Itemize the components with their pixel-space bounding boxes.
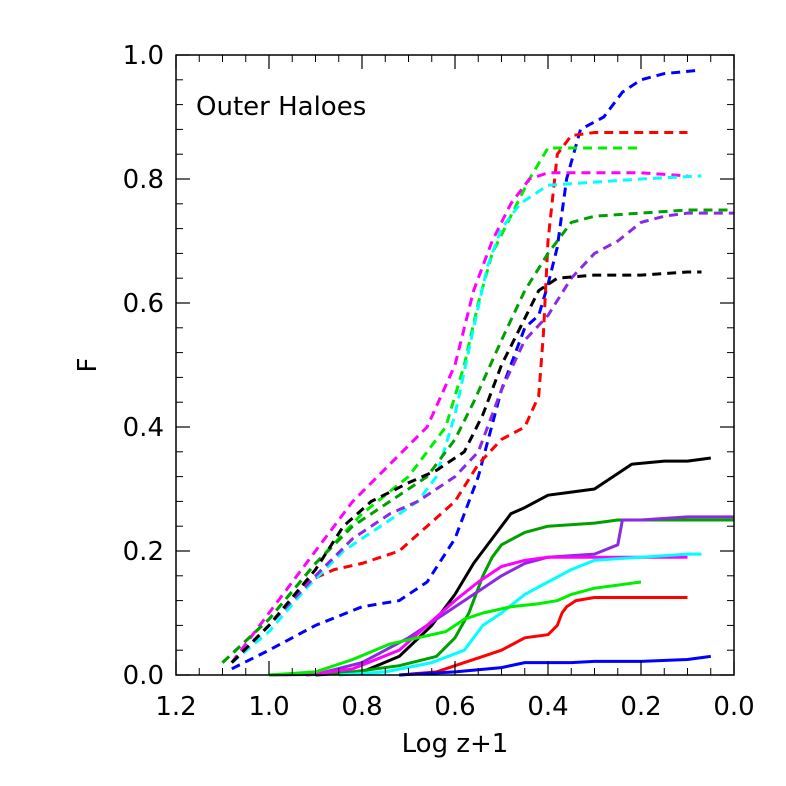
series-line-purple-dashed: [230, 211, 734, 664]
series-line-black-dashed: [230, 270, 702, 664]
y-tick-label: 0.4: [123, 413, 164, 443]
series-line-green-solid: [268, 580, 642, 677]
series-line-cyan-dashed: [230, 174, 702, 664]
series-line-red-dashed: [230, 131, 688, 664]
x-tick-label: 1.0: [248, 692, 289, 722]
series-line-blue-solid: [399, 654, 711, 677]
x-tick-label: 0.6: [434, 692, 475, 722]
y-tick-label: 0.0: [123, 661, 164, 691]
y-tick-label: 0.6: [123, 289, 164, 319]
y-tick-label: 0.2: [123, 537, 164, 567]
series-line-blue-dashed: [231, 69, 697, 671]
x-tick-label: 0.8: [341, 692, 382, 722]
series-layer: [221, 69, 734, 677]
x-tick-label: 0.4: [527, 692, 568, 722]
series-line-darkgreen-dashed: [221, 208, 734, 664]
x-tick-label: 0.2: [620, 692, 661, 722]
series-line-cyan-solid: [338, 552, 702, 677]
y-tick-label: 0.8: [123, 165, 164, 195]
y-axis-label: F: [73, 358, 103, 373]
series-line-purple-solid: [268, 515, 734, 677]
x-tick-label: 1.2: [155, 692, 196, 722]
series-line-magenta-solid: [306, 555, 688, 677]
series-line-red-solid: [399, 596, 688, 677]
series-line-magenta-dashed: [230, 171, 688, 664]
x-tick-label: 0.0: [713, 692, 754, 722]
annotation-text: Outer Haloes: [196, 92, 366, 122]
ticks-layer: 1.2 1.0 0.8 0.6 0.4 0.2 0.0 0.0 0.2 0.4 0.6 0.8 1.0: [123, 41, 755, 722]
series-line-darkgreen-solid: [306, 518, 734, 677]
x-axis-label: Log z+1: [402, 729, 509, 759]
y-tick-label: 1.0: [123, 41, 164, 71]
